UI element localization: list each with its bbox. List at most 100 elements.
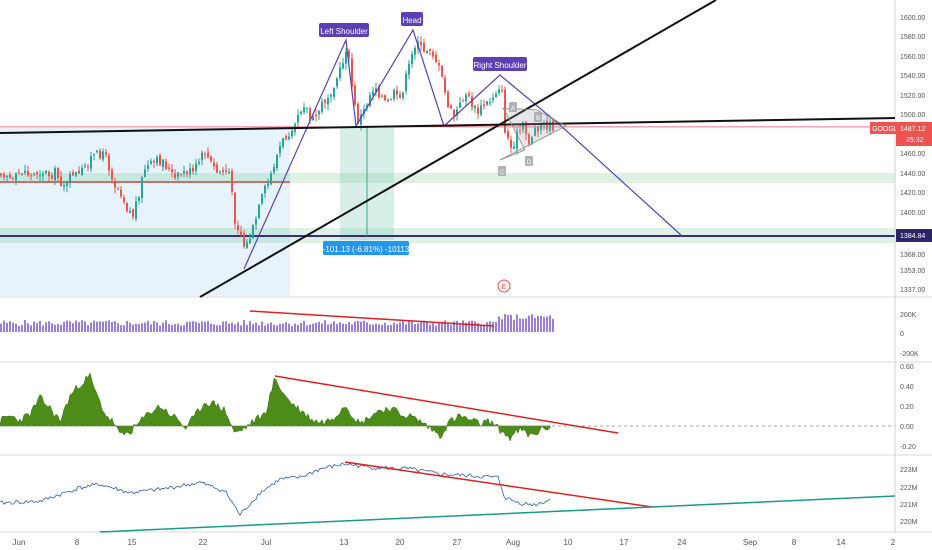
volume-bar	[432, 323, 434, 332]
volume-bar	[543, 317, 545, 332]
volume-bar	[156, 322, 158, 332]
candle-body	[189, 168, 191, 175]
candle-body	[24, 170, 26, 173]
candle-body	[252, 224, 254, 238]
volume-bar	[174, 324, 176, 332]
cumulative-resistance-line[interactable]	[344, 461, 653, 508]
candle-body	[429, 48, 431, 51]
candle-body	[99, 150, 101, 159]
neckline[interactable]	[0, 117, 896, 134]
candle-body	[507, 131, 509, 139]
triangle-pattern[interactable]	[499, 107, 567, 161]
volume-bar	[414, 324, 416, 332]
volume-bar	[426, 321, 428, 332]
symbol-tag	[870, 122, 896, 134]
volume-bar	[213, 324, 215, 332]
volume-bar	[3, 320, 5, 332]
volume-bar	[402, 321, 404, 332]
price-tick-label: 1460.00	[900, 151, 925, 158]
candle-body	[261, 193, 263, 204]
candle-body	[69, 173, 71, 184]
candle-body	[0, 173, 2, 176]
candle-body	[264, 185, 266, 194]
drawings[interactable]	[0, 0, 896, 298]
volume-bar	[168, 324, 170, 332]
volume-bar	[300, 322, 302, 332]
left-shoulder-label: Left Shoulder	[320, 27, 368, 36]
volume-bar	[252, 324, 254, 332]
cumulative-line	[0, 462, 551, 517]
candle-body	[345, 51, 347, 64]
volume-bar	[18, 325, 20, 332]
time-tick-label: Sep	[743, 538, 758, 547]
triangle-point-label: B	[536, 116, 540, 122]
volume-bar	[135, 323, 137, 332]
rising-trendline[interactable]	[199, 0, 717, 298]
candle-body	[39, 175, 41, 177]
time-tick-label: 14	[837, 538, 846, 547]
volume-bar	[189, 321, 191, 332]
cumulative-tick-label: 220M	[900, 519, 918, 526]
price-tick-label: 1580.00	[900, 34, 925, 41]
candle-body	[459, 102, 461, 108]
candle-body	[519, 130, 521, 132]
candle-body	[306, 108, 308, 110]
volume-bar	[435, 325, 437, 332]
candle-body	[321, 101, 323, 112]
time-tick-label: 24	[678, 538, 687, 547]
candle-body	[498, 89, 500, 93]
volume-bar	[123, 325, 125, 332]
candle-body	[282, 138, 284, 147]
time-tick-label: 17	[620, 538, 629, 547]
volume-bar	[357, 320, 359, 332]
volume-bar	[0, 323, 2, 332]
candle-body	[108, 155, 110, 171]
volume-bar	[294, 323, 296, 332]
candle-body	[435, 54, 437, 63]
oscillator-trendline[interactable]	[274, 375, 619, 434]
volume-bar	[462, 320, 464, 332]
candle-body	[522, 122, 524, 130]
candle-body	[513, 146, 515, 149]
time-tick-label: 15	[128, 538, 137, 547]
candle-body	[126, 202, 128, 212]
candle-body	[147, 165, 149, 169]
volume-bar	[381, 324, 383, 332]
volume-bar	[258, 325, 260, 332]
head-shoulders-pattern[interactable]	[243, 28, 683, 270]
candle-body	[516, 131, 518, 149]
volume-bar	[54, 324, 56, 332]
volume-bar	[159, 325, 161, 332]
volume-bar	[138, 324, 140, 332]
candle-body	[474, 105, 476, 108]
volume-bar	[486, 322, 488, 332]
candle-body	[138, 197, 140, 201]
volume-bar	[303, 320, 305, 332]
level-price-tag	[896, 229, 932, 242]
candle-body	[492, 97, 494, 101]
volume-bar	[327, 324, 329, 332]
candle-body	[402, 92, 404, 98]
candle-body	[78, 170, 80, 174]
cumulative-tick-label: 222M	[900, 485, 918, 492]
volume-trendline[interactable]	[249, 310, 495, 327]
volume-bar	[354, 321, 356, 332]
candle-body	[408, 63, 410, 75]
candle-body	[342, 63, 344, 69]
oscillator-area	[0, 372, 551, 442]
right-shoulder-label-bg	[473, 57, 527, 71]
earnings-marker[interactable]	[497, 279, 511, 293]
candle-body	[336, 78, 338, 87]
candle-body	[198, 161, 200, 164]
volume-bar	[525, 318, 527, 332]
candle-body	[378, 86, 380, 98]
candle-body	[174, 173, 176, 178]
candle-body	[528, 134, 530, 144]
volume-bar	[375, 323, 377, 332]
volume-bar	[237, 322, 239, 332]
last-price-tag	[896, 122, 932, 146]
cumulative-support-line[interactable]	[99, 495, 896, 533]
candle-body	[93, 153, 95, 156]
volume-bar	[24, 320, 26, 332]
